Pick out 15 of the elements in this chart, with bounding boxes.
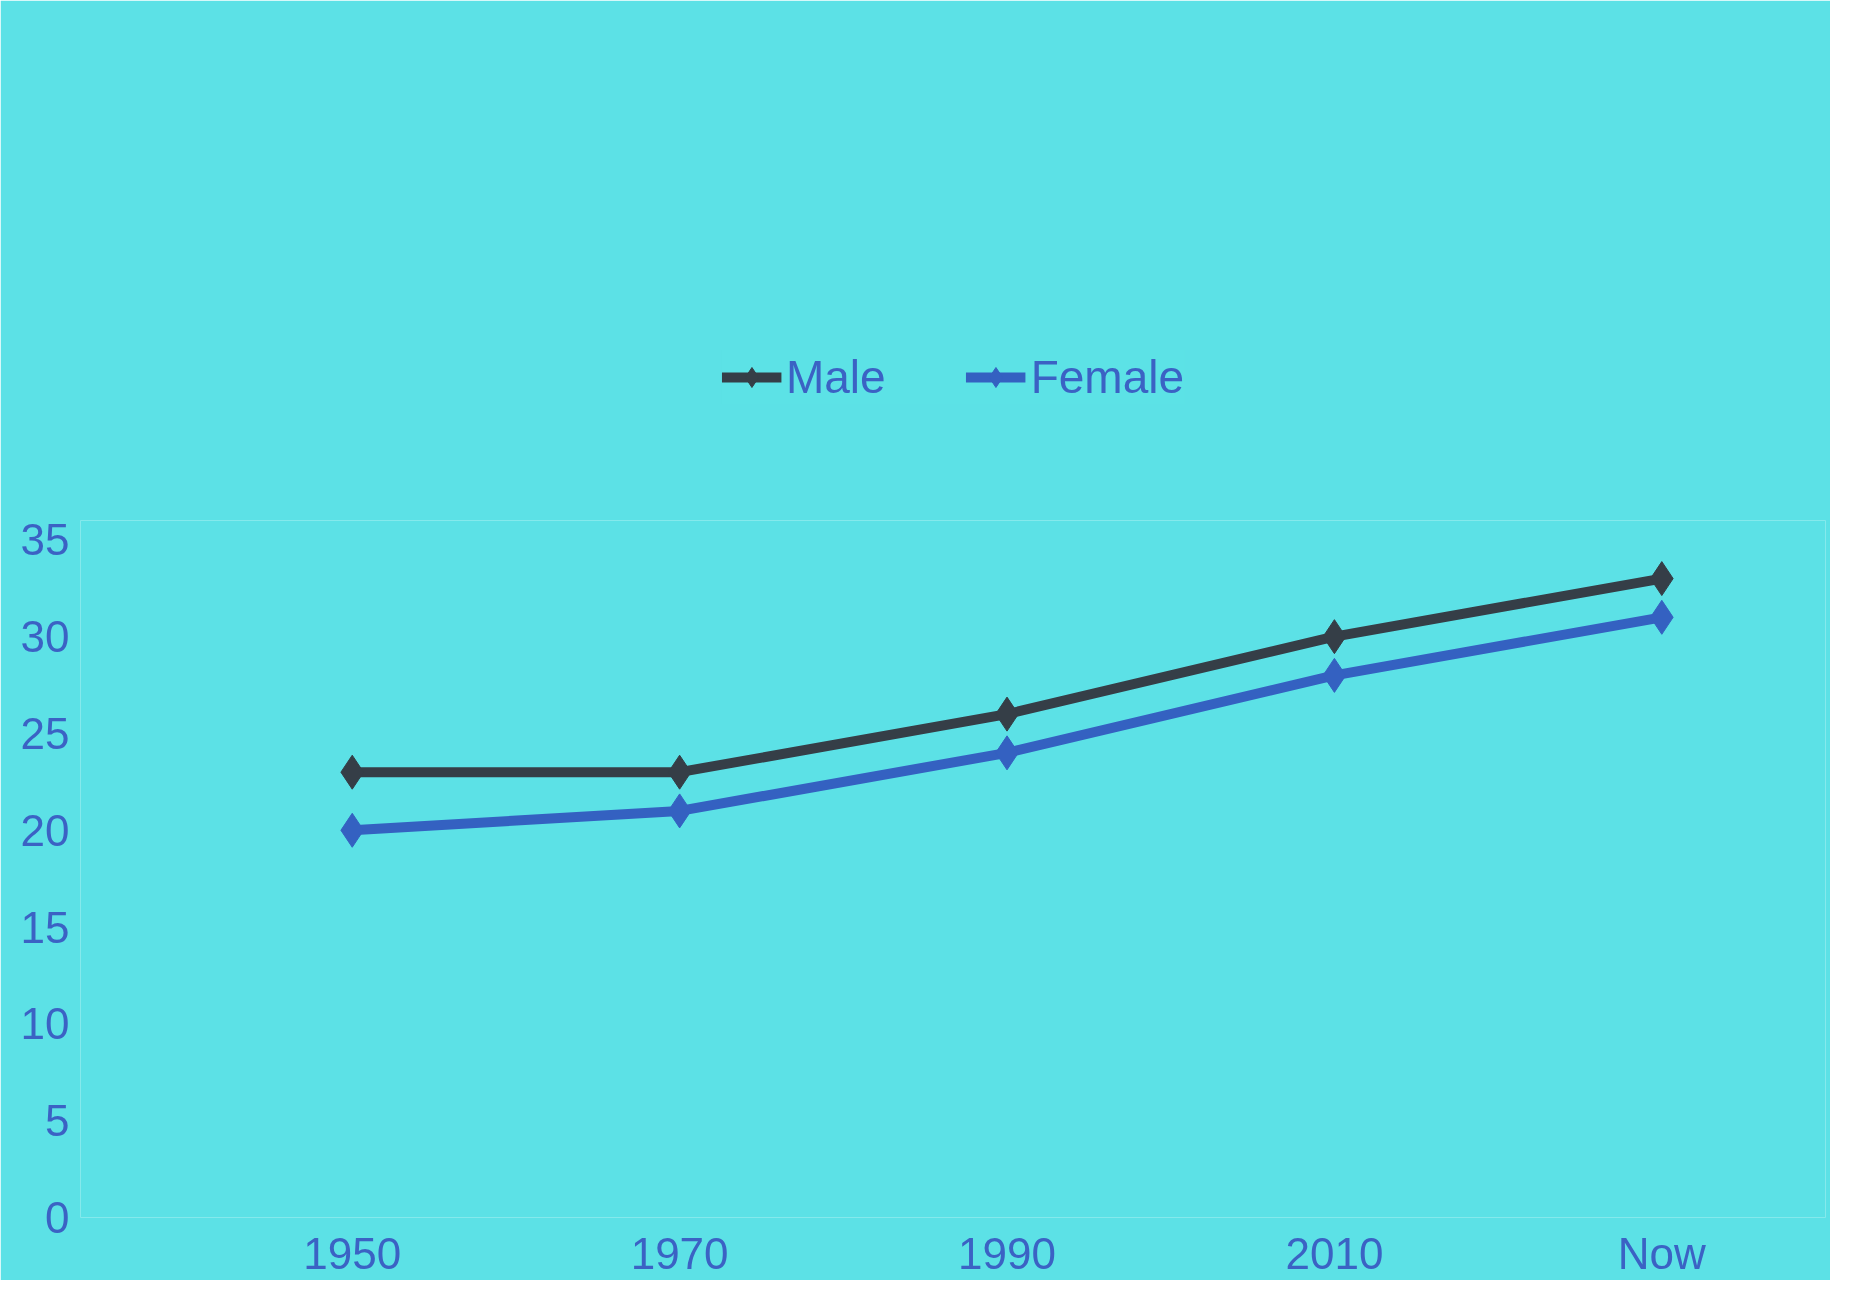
y-tick-label: 10 <box>20 999 70 1049</box>
legend-label: Female <box>1030 349 1185 404</box>
x-tick-label: 1950 <box>303 1228 402 1278</box>
y-tick-label: 30 <box>20 612 70 662</box>
y-tick-label: 15 <box>20 902 70 952</box>
y-tick-label: 20 <box>20 805 70 855</box>
y-tick-label: 25 <box>20 708 70 758</box>
y-tick-label: 35 <box>20 515 70 565</box>
y-tick-label: 0 <box>45 1193 70 1242</box>
x-tick-label: 2010 <box>1285 1228 1384 1278</box>
y-tick-label: 5 <box>45 1096 70 1146</box>
x-tick-label: 1990 <box>958 1228 1056 1278</box>
x-tick-label: 1970 <box>630 1228 729 1278</box>
x-tick-label: Now <box>1617 1228 1707 1278</box>
legend-label: Male <box>785 349 886 404</box>
